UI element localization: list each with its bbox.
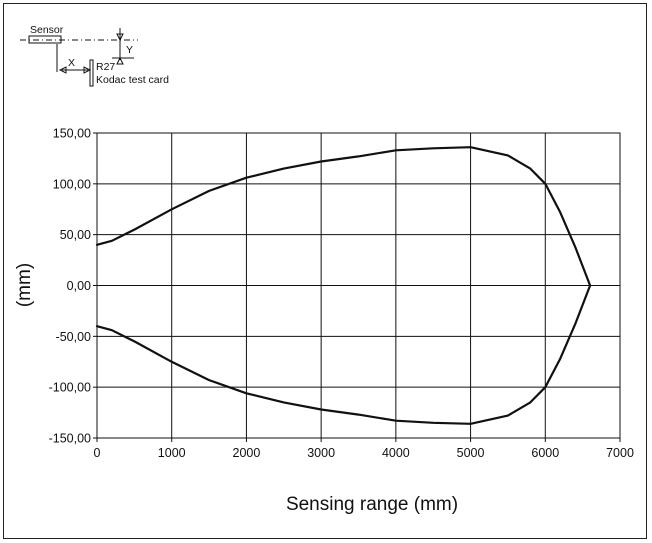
y-tick-label: -50,00	[56, 330, 91, 344]
test-card-shape	[89, 59, 94, 87]
x-tick-label: 6000	[531, 446, 559, 460]
tick-layer: 0 1000 2000 3000 4000 5000 6000 7000 150,00 100,0…	[49, 127, 634, 461]
x-arrow-left-head	[58, 66, 67, 74]
y-dimension-label: Y	[126, 44, 133, 56]
x-tick-label: 7000	[606, 446, 634, 460]
test-card-label: Kodac test card	[96, 74, 169, 86]
series-upper-line	[95, 146, 592, 287]
sensor-label: Sensor	[30, 24, 64, 36]
y-arrow-bottom-head	[116, 56, 124, 65]
x-tick-label: 1000	[158, 446, 186, 460]
x-tick-label: 0	[94, 446, 101, 460]
x-axis-title: Sensing range (mm)	[286, 494, 458, 515]
y-tick-label: 0,00	[67, 279, 91, 293]
series-layer	[95, 146, 592, 425]
x-tick-label: 3000	[307, 446, 335, 460]
chart-frame	[3, 3, 647, 539]
y-tick-label: 150,00	[53, 127, 91, 141]
y-axis-title: (mm)	[14, 263, 35, 307]
x-tick-label: 2000	[233, 446, 261, 460]
grid-layer	[93, 132, 621, 442]
y-tick-label: 50,00	[60, 228, 91, 242]
series-lower-line	[95, 284, 592, 425]
x-tick-label: 5000	[457, 446, 485, 460]
x-tick-label: 4000	[382, 446, 410, 460]
y-arrow-top-head	[116, 33, 124, 42]
sensor-diagram: Sensor X R27 Kodac test card Y	[20, 24, 169, 87]
y-tick-label: 100,00	[53, 177, 91, 191]
y-tick-label: -100,00	[49, 381, 91, 395]
reflector-label: R27	[96, 61, 115, 73]
x-dimension-label: X	[68, 57, 75, 69]
y-tick-label: -150,00	[49, 432, 91, 446]
x-arrow-right-head	[83, 66, 92, 74]
